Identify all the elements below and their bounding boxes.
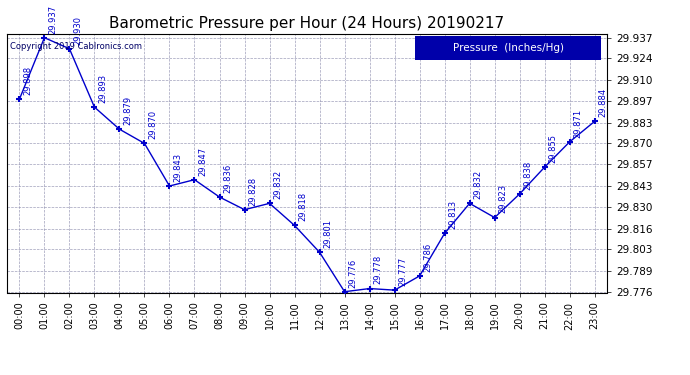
Text: 29.776: 29.776 [348, 258, 357, 288]
Text: 29.843: 29.843 [174, 153, 183, 182]
Text: 29.832: 29.832 [274, 170, 283, 199]
Text: 29.847: 29.847 [199, 146, 208, 176]
Text: Copyright 2019 Cablronics.com: Copyright 2019 Cablronics.com [10, 42, 142, 51]
Text: 29.813: 29.813 [448, 200, 457, 229]
Text: 29.777: 29.777 [399, 257, 408, 286]
Text: 29.838: 29.838 [524, 160, 533, 190]
Text: 29.871: 29.871 [574, 108, 583, 138]
Text: 29.786: 29.786 [424, 243, 433, 272]
Text: 29.818: 29.818 [299, 192, 308, 221]
Title: Barometric Pressure per Hour (24 Hours) 20190217: Barometric Pressure per Hour (24 Hours) … [110, 16, 504, 31]
Text: 29.832: 29.832 [474, 170, 483, 199]
Text: 29.884: 29.884 [599, 88, 608, 117]
Text: 29.855: 29.855 [549, 134, 558, 163]
Text: 29.879: 29.879 [124, 96, 132, 125]
Text: 29.836: 29.836 [224, 164, 233, 193]
Text: 29.828: 29.828 [248, 176, 257, 206]
Text: 29.801: 29.801 [324, 219, 333, 248]
Text: 29.893: 29.893 [99, 74, 108, 103]
Text: 29.778: 29.778 [374, 255, 383, 284]
Text: 29.898: 29.898 [23, 66, 32, 95]
Text: 29.870: 29.870 [148, 110, 157, 139]
Text: 29.823: 29.823 [499, 184, 508, 213]
Text: 29.930: 29.930 [74, 16, 83, 45]
Text: 29.937: 29.937 [48, 4, 57, 33]
